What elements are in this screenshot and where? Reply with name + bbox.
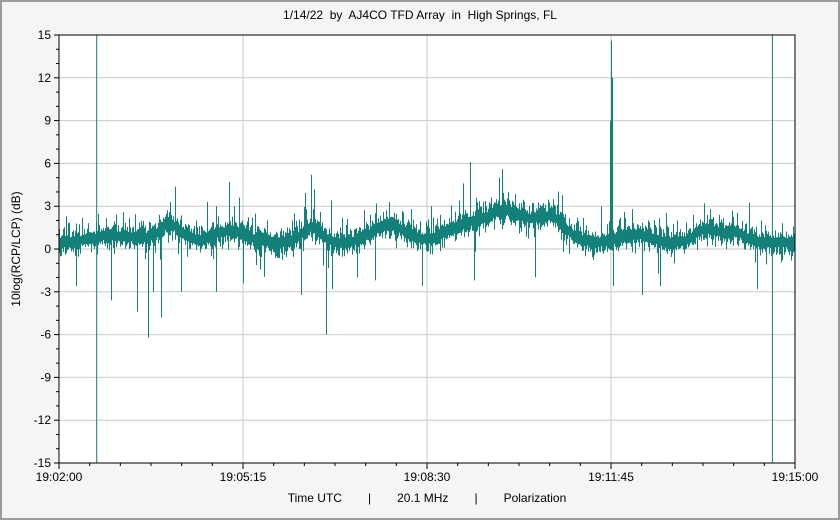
y-tick-label: 6 [44,156,51,170]
y-tick-label: 0 [44,242,51,256]
y-tick-label: -15 [34,456,52,470]
chart-title: 1/14/22 by AJ4CO TFD Array in High Sprin… [283,8,557,22]
x-tick-label: 19:02:00 [36,470,83,484]
y-tick-label: 15 [38,28,52,42]
y-tick-label: 3 [44,199,51,213]
plot-border [58,34,796,464]
footer-polarization-label: Polarization [503,491,567,505]
y-tick-label: -12 [34,413,52,427]
footer-separator-1: | [367,491,372,505]
x-tick-label: 19:08:30 [404,470,451,484]
y-tick-label: 12 [38,71,52,85]
y-tick-label: -6 [40,328,51,342]
footer-separator-2: | [474,491,478,505]
x-tick-label: 19:05:15 [220,470,267,484]
y-tick-label: 9 [44,114,51,128]
footer-info: Time UTC | 20.1 MHz | Polarization [288,491,567,505]
x-tick-label: 19:11:45 [588,470,634,484]
y-tick-label: -3 [40,285,51,299]
footer-time-label: Time UTC [287,491,342,505]
x-tick-label: 19:15:00 [772,470,819,484]
footer-frequency-label: 20.1 MHz [397,491,449,505]
y-tick-label: -9 [40,370,51,384]
